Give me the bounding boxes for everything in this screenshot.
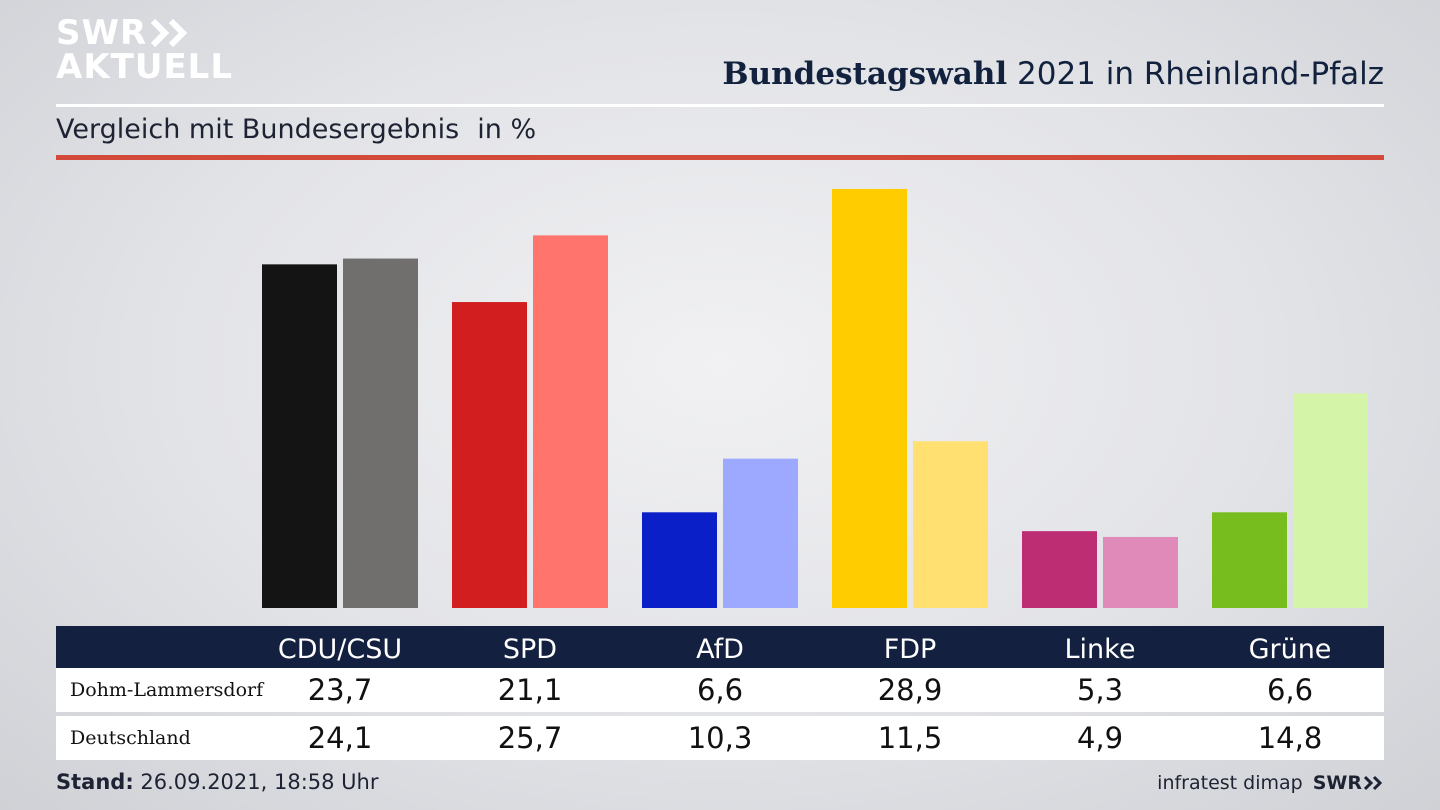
timestamp: Stand: 26.09.2021, 18:58 Uhr	[56, 770, 379, 794]
source-credit: infratest dimap SWR	[1157, 772, 1384, 794]
value-cell: 28,9	[877, 673, 943, 707]
value-cell: 11,5	[877, 721, 943, 755]
source-text: infratest dimap	[1157, 772, 1303, 794]
bar-fdp-national	[913, 441, 988, 608]
results-table: CDU/CSU SPD AfD FDP Linke Grüne Dohm-Lammersd…	[56, 626, 1384, 760]
column-header: Grüne	[1248, 633, 1332, 665]
value-cell: 14,8	[1257, 721, 1323, 755]
table-row: Deutschland 24,1 25,7 10,3 11,5 4,9 14,8	[56, 716, 1384, 760]
page-title: Bundestagswahl 2021 in Rheinland-Pfalz	[722, 56, 1384, 92]
value-cell: 6,6	[1266, 673, 1314, 707]
bar-spd-national	[533, 235, 608, 608]
bar-linke-national	[1103, 536, 1178, 608]
title-rest: 2021 in Rheinland-Pfalz	[1007, 56, 1384, 92]
bar-spd-local	[452, 302, 527, 608]
subtitle-text: Vergleich mit Bundesergebnis	[56, 114, 460, 145]
row-label: Deutschland	[70, 727, 191, 749]
column-header: CDU/CSU	[277, 633, 403, 665]
chevrons-icon	[151, 18, 188, 48]
stand-value: 26.09.2021, 18:58 Uhr	[133, 770, 379, 794]
bar-cdu-csu-local	[262, 264, 337, 608]
swr-aktuell-logo: SWR AKTUELL	[56, 16, 233, 84]
bar-linke-local	[1022, 531, 1097, 608]
column-header: FDP	[883, 633, 937, 665]
bar-afd-national	[723, 458, 798, 608]
value-cell: 4,9	[1076, 721, 1124, 755]
row-label: Dohm-Lammersdorf	[70, 679, 264, 701]
title-divider	[56, 104, 1384, 107]
unit-label: in %	[477, 114, 537, 145]
chart-subtitle: Vergleich mit Bundesergebnis in %	[56, 114, 536, 145]
chevrons-icon	[1364, 775, 1383, 791]
column-header: AfD	[696, 633, 744, 665]
table-row: Dohm-Lammersdorf 23,7 21,1 6,6 28,9 5,3 6,6	[56, 668, 1384, 712]
value-cell: 23,7	[307, 673, 373, 707]
bar-gr-ne-local	[1212, 512, 1287, 608]
value-cell: 10,3	[687, 721, 753, 755]
column-header: Linke	[1064, 633, 1136, 665]
bar-fdp-local	[832, 188, 907, 608]
column-header: SPD	[502, 633, 558, 665]
swr-brand-text: SWR	[1312, 772, 1362, 794]
logo-swr-text: SWR	[56, 13, 148, 53]
value-cell: 25,7	[497, 721, 563, 755]
bar-afd-local	[642, 512, 717, 608]
title-bold: Bundestagswahl	[722, 56, 1008, 92]
subtitle-divider	[56, 155, 1384, 160]
value-cell: 21,1	[497, 673, 563, 707]
swr-brand: SWR	[1313, 772, 1384, 794]
bar-cdu-csu-national	[343, 258, 418, 608]
value-cell: 5,3	[1076, 673, 1124, 707]
logo-aktuell-text: AKTUELL	[56, 47, 234, 87]
table-header: CDU/CSU SPD AfD FDP Linke Grüne	[56, 626, 1384, 668]
value-cell: 6,6	[696, 673, 744, 707]
value-cell: 24,1	[307, 721, 373, 755]
stand-label: Stand:	[56, 770, 134, 794]
bar-gr-ne-national	[1293, 393, 1368, 608]
